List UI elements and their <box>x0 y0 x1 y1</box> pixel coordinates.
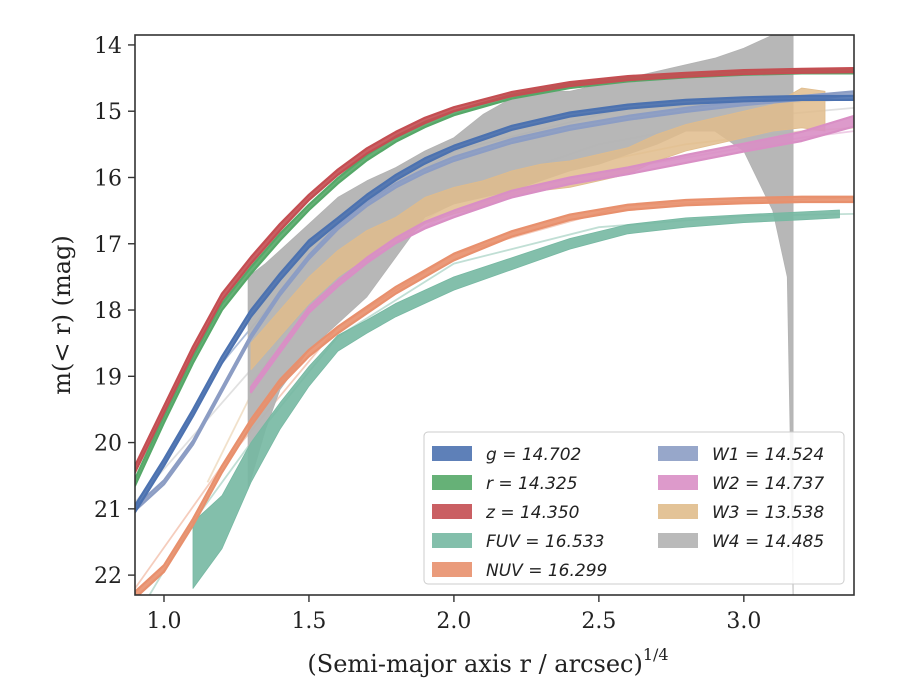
legend-label-nuv: NUV = 16.299 <box>486 561 607 581</box>
legend-swatch-w3 <box>658 504 698 519</box>
y-tick-label: 14 <box>94 34 122 59</box>
x-tick-label: 2.0 <box>436 609 471 634</box>
y-tick-label: 16 <box>94 166 122 191</box>
x-tick-label: 1.5 <box>291 609 326 634</box>
series-band-fuv <box>192 209 840 589</box>
legend-box <box>423 431 845 585</box>
legend-swatch-nuv <box>432 562 472 577</box>
series-band-r <box>135 68 854 487</box>
legend-label-w4: W4 = 14.485 <box>712 532 824 552</box>
legend-swatch-z <box>432 504 472 519</box>
tick-layer: 1.0 1.5 2.0 2.5 3.0 14 15 16 17 18 19 20 21 22 <box>94 34 761 634</box>
legend-label-r: r = 14.325 <box>486 474 578 494</box>
legend-label-g: g = 14.702 <box>486 445 581 465</box>
legend-label-w3: W3 = 13.538 <box>712 503 824 523</box>
legend-swatch-r <box>432 475 472 490</box>
y-tick-label: 18 <box>94 299 122 324</box>
x-tick-label: 3.0 <box>726 609 761 634</box>
x-tick-label: 2.5 <box>581 609 616 634</box>
plot-frame <box>134 34 855 596</box>
legend-label-z: z = 14.350 <box>485 503 579 523</box>
y-tick-label: 15 <box>94 100 122 125</box>
series-group <box>135 35 854 595</box>
series-band-w4 <box>247 35 794 595</box>
series-band-nuv <box>135 195 854 595</box>
legend-label-w1: W1 = 14.524 <box>712 445 824 465</box>
legend-swatch-w1 <box>658 446 698 461</box>
y-axis-label: m(< r) (mag) <box>48 235 76 394</box>
legend: g = 14.702 r = 14.325 z = 14.350 FUV = 16.5… <box>423 431 845 585</box>
legend-swatch-fuv <box>432 533 472 548</box>
x-axis-exponent: 1/4 <box>643 645 669 664</box>
legend-swatch-g <box>432 446 472 461</box>
x-tick-label: 1.0 <box>146 609 181 634</box>
y-tick-label: 17 <box>94 233 122 258</box>
y-tick-label: 21 <box>94 498 122 523</box>
y-tick-label: 19 <box>94 365 122 390</box>
x-axis-title: (Semi-major axis r / arcsec)1/4 <box>307 645 668 678</box>
legend-label-fuv: FUV = 16.533 <box>486 532 604 552</box>
series-band-w1 <box>135 90 854 512</box>
y-tick-label: 20 <box>94 432 122 457</box>
legend-swatch-w2 <box>658 475 698 490</box>
series-band-w2 <box>249 114 854 394</box>
legend-label-w2: W2 = 14.737 <box>712 474 824 494</box>
svg-text:(Semi-major axis r / arcsec)1/: (Semi-major axis r / arcsec)1/4 <box>307 645 668 678</box>
series-band-z <box>135 67 854 474</box>
plot-layer <box>135 35 854 595</box>
series-band-g <box>135 94 854 514</box>
x-axis-label: (Semi-major axis r / arcsec) <box>307 650 642 678</box>
legend-swatch-w4 <box>658 533 698 548</box>
y-tick-label: 22 <box>94 564 122 589</box>
